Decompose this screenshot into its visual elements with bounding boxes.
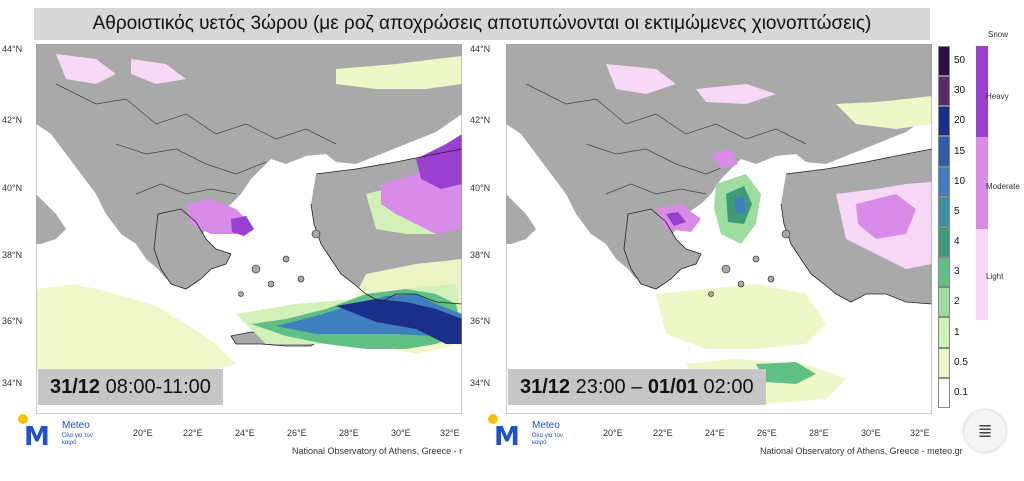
lon-label: 20°E (603, 428, 623, 438)
rain-scale-tick: 30 (954, 85, 966, 97)
lon-label: 26°E (287, 428, 307, 438)
time-hours: 23:00 – (570, 376, 648, 398)
snow-label-light: Light (986, 272, 1004, 281)
rain-color-swatch (938, 226, 950, 258)
rain-scale-tick: 15 (954, 145, 966, 157)
time-range-left: 31/12 08:00-11:00 (38, 369, 223, 405)
rain-color-swatch (938, 347, 950, 378)
rain-color-swatch (938, 287, 950, 318)
rain-color-swatch (938, 257, 950, 288)
sun-dot-icon (18, 414, 28, 424)
rain-color-bar (938, 46, 950, 408)
lon-label: 30°E (391, 428, 411, 438)
map-right-svg (506, 44, 932, 414)
time-hours-end: 02:00 (697, 376, 754, 398)
lon-label: 22°E (183, 428, 203, 438)
rain-scale-tick: 4 (954, 236, 960, 248)
map-panel-left (36, 44, 462, 414)
snow-label-heavy: Heavy (986, 92, 1009, 101)
snow-color-swatch (976, 46, 988, 138)
lon-label: 32°E (910, 428, 930, 438)
lat-label: 40°N (470, 183, 491, 193)
rain-scale-tick: 3 (954, 266, 960, 278)
snow-label-moderate: Moderate (986, 182, 1020, 191)
lon-label: 30°E (861, 428, 881, 438)
sun-dot-icon (488, 414, 498, 424)
time-hours: 08:00-11:00 (100, 376, 211, 398)
time-date: 31/12 (50, 376, 101, 398)
lat-label: 42°N (2, 115, 23, 125)
rain-color-swatch (938, 317, 950, 348)
time-range-right: 31/12 23:00 – 01/01 02:00 (508, 369, 766, 405)
rain-scale-tick: 20 (954, 115, 966, 127)
snow-scale-title: Snow (988, 30, 1009, 39)
rain-scale-tick: 1 (954, 326, 960, 338)
credit-left: National Observatory of Athens, Greece -… (292, 446, 463, 456)
m-logo-icon: M (494, 422, 520, 452)
lat-label: 38°N (470, 250, 491, 260)
text-scan-icon[interactable]: ≣ (964, 410, 1006, 452)
lat-label: 36°N (470, 316, 491, 326)
lat-label: 42°N (470, 115, 491, 125)
rain-scale-tick: 0.5 (954, 356, 968, 368)
map-title: Αθροιστικός υετός 3ώρου (με ροζ αποχρώσε… (34, 8, 930, 40)
lon-label: 24°E (705, 428, 725, 438)
lon-label: 28°E (339, 428, 359, 438)
rain-scale-tick: 5 (954, 205, 960, 217)
snow-color-swatch (976, 228, 988, 320)
lat-label: 40°N (2, 183, 23, 193)
lon-label: 24°E (235, 428, 255, 438)
map-panel-right (506, 44, 932, 414)
snow-color-swatch (976, 137, 988, 229)
snow-color-bar (976, 46, 988, 320)
rain-scale-tick: 50 (954, 55, 966, 67)
credit-right: National Observatory of Athens, Greece -… (760, 446, 963, 456)
lon-label: 20°E (133, 428, 153, 438)
lon-label: 22°E (653, 428, 673, 438)
rain-color-swatch (938, 196, 950, 227)
rain-color-swatch (938, 46, 950, 77)
rain-scale-tick: 10 (954, 175, 966, 187)
m-logo-icon: M (24, 422, 50, 452)
lat-label: 36°N (2, 316, 23, 326)
rain-scale-tick: 0.1 (954, 386, 968, 398)
rain-color-swatch (938, 106, 950, 137)
lon-label: 26°E (757, 428, 777, 438)
rain-color-swatch (938, 166, 950, 197)
logo-brand: Meteo (532, 420, 560, 431)
time-date-end: 01/01 (647, 376, 698, 398)
logo-brand: Meteo (62, 420, 90, 431)
lon-label: 28°E (809, 428, 829, 438)
meteo-logo-left: M Meteo Όλα για τον καιρό (18, 412, 93, 452)
rain-color-swatch (938, 377, 950, 408)
lat-label: 44°N (470, 44, 491, 54)
logo-tagline: Όλα για τον καιρό (532, 433, 563, 446)
logo-tagline: Όλα για τον καιρό (62, 433, 93, 446)
rain-scale-tick: 2 (954, 296, 960, 308)
meteo-logo-right: M Meteo Όλα για τον καιρό (488, 412, 563, 452)
lat-label: 34°N (2, 378, 23, 388)
map-left-svg (36, 44, 462, 414)
lat-label: 44°N (2, 44, 23, 54)
lat-label: 34°N (470, 378, 491, 388)
rain-color-swatch (938, 136, 950, 167)
lon-label: 32°E (440, 428, 460, 438)
lat-label: 38°N (2, 250, 23, 260)
time-date: 31/12 (520, 376, 571, 398)
rain-color-swatch (938, 76, 950, 107)
